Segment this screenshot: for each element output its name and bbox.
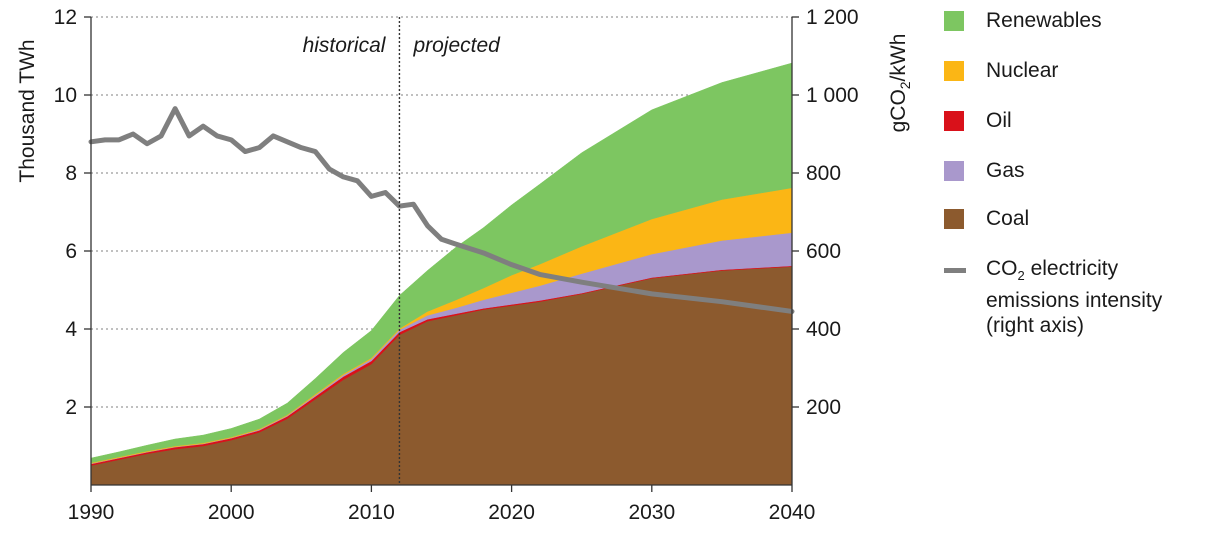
stacked-areas — [90, 62, 793, 486]
legend-item-gas: Gas — [944, 158, 1214, 206]
intensity-line-group — [88, 106, 795, 314]
y-tick-label: 10 — [54, 84, 77, 107]
legend-swatch-renewables — [944, 11, 964, 31]
axes — [84, 16, 799, 492]
legend-label-renewables: Renewables — [986, 9, 1102, 32]
y-tick-label: 12 — [54, 6, 77, 29]
y-tick-label: 2 — [65, 396, 77, 419]
x-tick-label: 1990 — [68, 501, 115, 524]
legend-swatch-oil — [944, 111, 964, 131]
legend-item-oil: Oil — [944, 108, 1214, 158]
y2-tick-label: 1 000 — [806, 84, 859, 107]
chart: 2 4 6 8 10 12 200 400 600 800 1 000 1 200 1990 2000 20… — [16, 6, 913, 524]
labels: 2 4 6 8 10 12 200 400 600 800 1 000 1 200 1990 2000 20… — [16, 6, 913, 524]
x-tick-label: 2000 — [208, 501, 255, 524]
y2-axis-title: gCO2/kWh — [887, 34, 913, 133]
x-tick-label: 2020 — [488, 501, 535, 524]
legend-item-renewables: Renewables — [944, 8, 1214, 58]
legend: Renewables Nuclear Oil Gas Coal CO2 elec… — [944, 8, 1214, 338]
y2-tick-label: 200 — [806, 396, 841, 419]
y-tick-label: 6 — [65, 240, 77, 263]
legend-label-oil: Oil — [986, 109, 1012, 132]
legend-item-nuclear: Nuclear — [944, 58, 1214, 108]
legend-label-intensity: CO2 electricity emissions intensity (rig… — [986, 257, 1163, 338]
legend-swatch-nuclear — [944, 61, 964, 81]
legend-label-gas: Gas — [986, 159, 1025, 182]
x-tick-label: 2040 — [769, 501, 816, 524]
y-tick-label: 4 — [65, 318, 77, 341]
y-tick-label: 8 — [65, 162, 77, 185]
legend-label-coal: Coal — [986, 207, 1030, 230]
y-axis-title: Thousand TWh — [16, 39, 39, 182]
legend-swatch-coal — [944, 209, 964, 229]
intensity-line — [88, 106, 795, 314]
x-tick-label: 2030 — [628, 501, 675, 524]
legend-line-intensity — [944, 268, 966, 273]
x-tick-label: 2010 — [348, 501, 395, 524]
y2-tick-label: 800 — [806, 162, 841, 185]
legend-label-nuclear: Nuclear — [986, 59, 1059, 82]
legend-item-coal: Coal — [944, 206, 1214, 256]
y2-tick-label: 400 — [806, 318, 841, 341]
historical-label: historical — [303, 34, 387, 57]
legend-item-intensity: CO2 electricity emissions intensity (rig… — [944, 256, 1214, 338]
legend-swatch-gas — [944, 161, 964, 181]
projected-label: projected — [412, 34, 501, 57]
y2-tick-label: 600 — [806, 240, 841, 263]
y2-tick-label: 1 200 — [806, 6, 859, 29]
